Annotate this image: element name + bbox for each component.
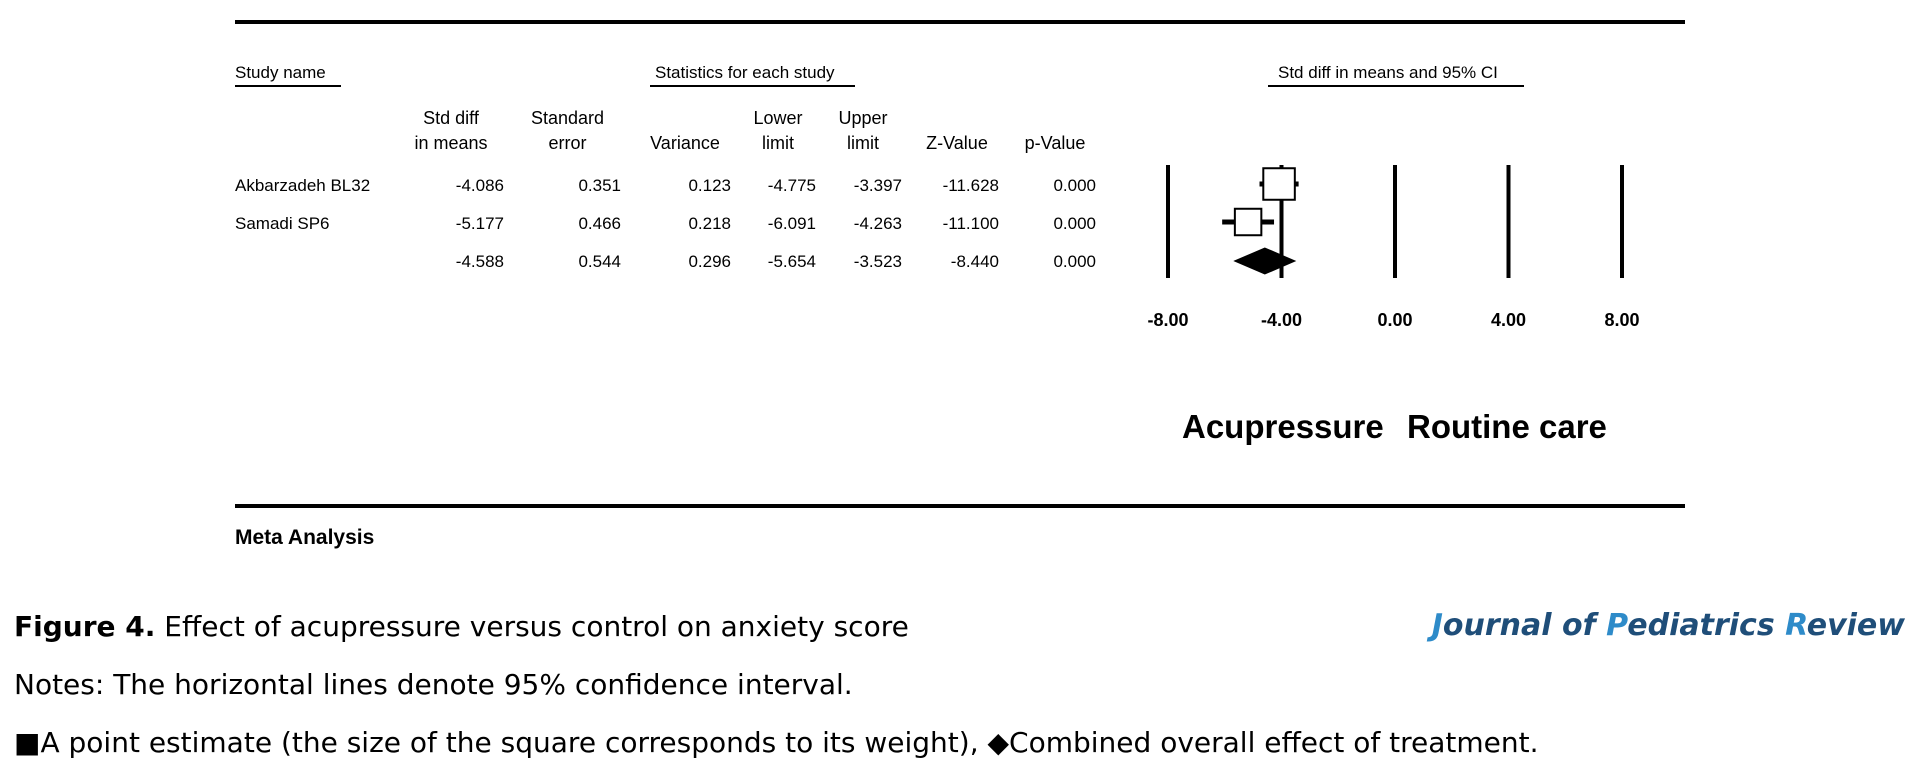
upper-value: -4.263 [853,214,902,233]
x-tick-label: -4.00 [1260,310,1303,330]
col-header-variance: Variance [650,133,720,153]
square-legend-text: A point estimate (the size of the square… [40,726,988,759]
x-tick-label: -8.00 [1147,310,1189,330]
legend-line: ■A point estimate (the size of the squar… [14,726,1539,759]
favours-left-label: Acupressure [1182,408,1384,445]
upper-value: -3.397 [853,176,902,195]
favours-right-label: Routine care [1407,408,1607,445]
col-header-p: p-Value [1024,133,1086,153]
journal-logo-text: ournal of [1442,608,1607,643]
journal-logo: Journal of Pediatrics Review [1432,608,1905,643]
journal-logo-letter: R [1785,608,1807,643]
lower-value: -5.654 [767,252,816,271]
lower-value: -6.091 [767,214,816,233]
journal-logo-letter: J [1431,608,1443,643]
journal-logo-text: ediatrics [1627,608,1786,643]
p-value: 0.000 [1053,252,1096,271]
forest-plot [1166,165,1624,278]
std-error-value: 0.466 [578,214,621,233]
study-name-header: Study name [235,63,326,82]
notes-text: Notes: The horizontal lines denote 95% c… [14,668,853,701]
std-diff-value: -4.086 [455,176,504,195]
journal-logo-letter: P [1606,608,1628,643]
z-value: -11.100 [942,214,999,233]
top-rule [235,20,1685,24]
diamond-legend-text: Combined overall effect of treatment. [1009,726,1539,759]
x-tick-label: 0.00 [1377,310,1413,330]
std-error-value: 0.544 [578,252,621,271]
std-error-value: 0.351 [578,176,621,195]
x-tick-label: 4.00 [1490,310,1527,330]
p-value: 0.000 [1053,176,1096,195]
diamond-legend-icon: ◆ [987,726,1010,759]
lower-value: -4.775 [767,176,816,195]
study-name: Akbarzadeh BL32 [235,176,371,195]
overall-effect-diamond [1233,247,1297,275]
ci-header-underline [1268,85,1524,87]
ci-header: Std diff in means and 95% CI [1278,63,1498,82]
square-legend-icon: ■ [14,726,41,759]
variance-value: 0.296 [688,252,731,271]
x-tick-label: 8.00 [1604,310,1640,330]
study-name: Samadi SP6 [235,214,330,233]
col-header-std-diff: Std diff in means [414,108,488,153]
point-estimate-square [1233,207,1263,237]
variance-value: 0.218 [688,214,731,233]
std-diff-value: -5.177 [455,214,504,233]
col-header-z: Z-Value [926,133,988,153]
variance-value: 0.123 [688,176,731,195]
figure-text: Effect of acupressure versus control on … [155,610,909,643]
bottom-rule [235,504,1685,508]
upper-value: -3.523 [853,252,902,271]
z-value: -8.440 [950,252,999,271]
col-header-upper: Upper limit [838,108,888,153]
statistics-header: Statistics for each study [655,63,835,82]
point-estimate-square [1262,167,1296,201]
z-value: -11.628 [942,176,999,195]
study-name-underline [235,85,341,87]
meta-analysis-label: Meta Analysis [235,526,375,549]
col-header-lower: Lower limit [753,108,803,153]
figure-label: Figure 4. [14,610,156,643]
statistics-underline [650,85,855,87]
journal-logo-text: eview [1806,608,1905,643]
col-header-std-error: Standard error [530,108,605,153]
std-diff-value: -4.588 [455,252,504,271]
figure-caption: Figure 4. Effect of acupressure versus c… [14,610,909,643]
p-value: 0.000 [1053,214,1096,233]
